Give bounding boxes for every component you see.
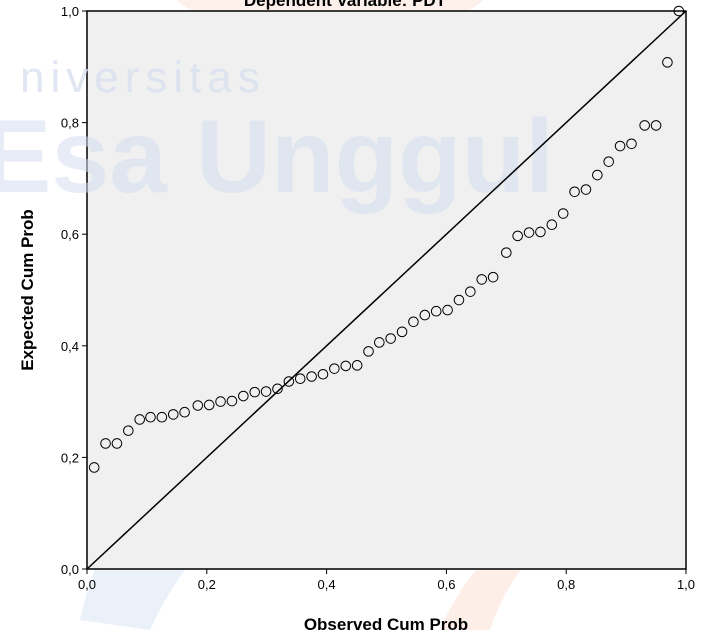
data-point <box>111 438 123 449</box>
data-point <box>580 184 592 195</box>
data-point <box>487 271 499 283</box>
data-point <box>329 363 340 374</box>
data-point <box>535 226 546 238</box>
y-tick-label: 0,2 <box>61 450 79 465</box>
data-point <box>614 140 626 152</box>
data-point <box>626 138 637 150</box>
data-point <box>203 399 215 411</box>
data-point <box>453 294 465 306</box>
data-point <box>430 305 442 317</box>
data-point <box>340 360 352 372</box>
data-point <box>363 346 374 357</box>
data-point <box>650 120 662 131</box>
y-axis-title: Expected Cum Prob <box>18 209 37 371</box>
data-point <box>134 414 146 425</box>
data-point <box>260 386 272 397</box>
x-tick-label: 0,2 <box>198 577 216 592</box>
x-tick-label: 0,6 <box>437 577 455 592</box>
data-point <box>100 438 111 449</box>
data-point <box>215 396 226 407</box>
x-tick-label: 1,0 <box>677 577 695 592</box>
data-point <box>569 186 580 198</box>
data-point <box>249 386 261 398</box>
data-points <box>88 5 685 473</box>
y-tick-label: 0,0 <box>61 562 79 577</box>
watermark-text: niversitas Esa Unggul <box>0 53 554 215</box>
y-tick-label: 1,0 <box>61 4 79 19</box>
data-point <box>226 395 238 407</box>
data-point <box>408 316 419 328</box>
data-point <box>523 227 535 238</box>
data-point <box>123 425 134 436</box>
data-point <box>306 371 317 382</box>
data-point <box>476 274 488 285</box>
data-point <box>317 368 329 380</box>
data-point <box>639 120 650 131</box>
reference-line <box>86 10 687 570</box>
x-tick-label: 0,0 <box>78 577 96 592</box>
data-point <box>283 376 295 387</box>
x-tick-label: 0,4 <box>318 577 336 592</box>
data-point <box>546 219 558 231</box>
watermark-swoosh-blue <box>80 408 430 630</box>
chart-title: Dependent Variable: PDT <box>244 0 447 10</box>
x-axis: 0,0 0,2 0,4 0,6 0,8 1,0 <box>78 569 695 592</box>
data-point <box>192 400 204 411</box>
data-point <box>238 390 249 402</box>
data-point <box>662 57 673 68</box>
data-point <box>673 5 685 17</box>
data-point <box>442 304 453 316</box>
data-point <box>145 411 156 423</box>
data-point <box>374 337 385 348</box>
watermark-line1: niversitas <box>20 53 266 102</box>
data-point <box>396 326 408 338</box>
data-point <box>156 411 168 423</box>
data-point <box>419 309 431 321</box>
y-tick-label: 0,4 <box>61 339 79 354</box>
data-point <box>557 208 569 219</box>
x-tick-label: 0,8 <box>557 577 575 592</box>
data-point <box>294 373 306 385</box>
data-point <box>351 360 363 371</box>
data-point <box>385 333 396 344</box>
data-point <box>501 247 512 258</box>
data-point <box>167 409 179 420</box>
data-point <box>465 286 476 297</box>
watermark-line2: Esa Unggul <box>0 99 554 215</box>
y-axis: 0,0 0,2 0,4 0,6 0,8 1,0 <box>61 4 87 577</box>
data-point <box>603 156 615 167</box>
data-point <box>272 383 283 395</box>
x-axis-title: Observed Cum Prob <box>304 615 468 634</box>
data-point <box>592 169 603 181</box>
data-point <box>88 462 100 473</box>
y-tick-label: 0,6 <box>61 227 79 242</box>
y-tick-label: 0,8 <box>61 116 79 131</box>
data-point <box>179 406 190 418</box>
data-point <box>512 230 523 242</box>
